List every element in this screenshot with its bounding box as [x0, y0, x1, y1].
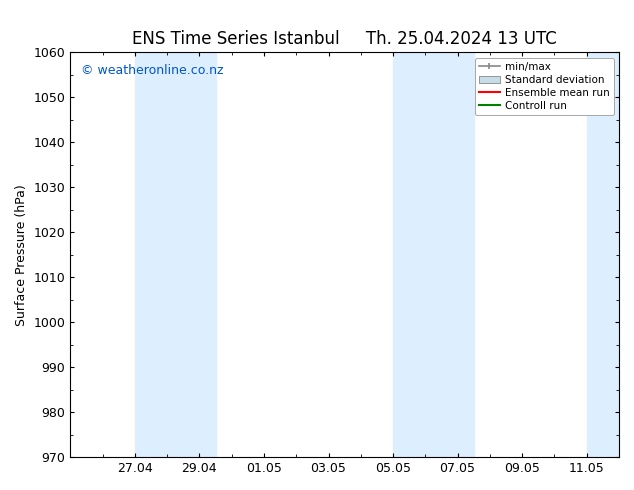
Bar: [135, 52, 167, 457]
Title: ENS Time Series Istanbul     Th. 25.04.2024 13 UTC: ENS Time Series Istanbul Th. 25.04.2024 …: [133, 30, 557, 48]
Bar: [167, 52, 216, 457]
Text: © weatheronline.co.nz: © weatheronline.co.nz: [81, 65, 224, 77]
Bar: [393, 52, 425, 457]
Y-axis label: Surface Pressure (hPa): Surface Pressure (hPa): [15, 184, 28, 326]
Bar: [586, 52, 619, 457]
Legend: min/max, Standard deviation, Ensemble mean run, Controll run: min/max, Standard deviation, Ensemble me…: [475, 57, 614, 115]
Bar: [425, 52, 474, 457]
